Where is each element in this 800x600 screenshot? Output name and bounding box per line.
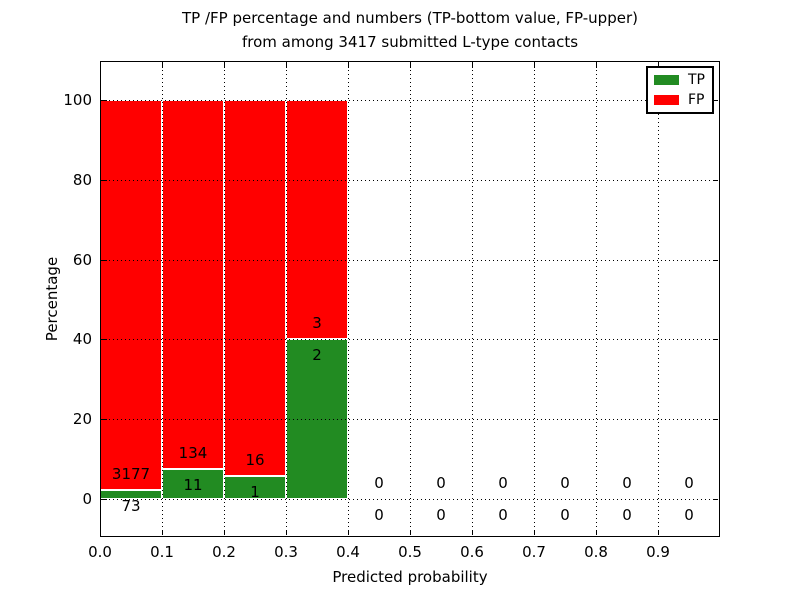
gridline-vertical [348, 62, 349, 536]
x-tick-mark [410, 63, 411, 68]
y-tick-label: 80 [72, 170, 92, 189]
legend-entry-fp: FP [654, 93, 712, 107]
fp-count-label: 0 [498, 474, 508, 492]
legend-entry-tp: TP [654, 73, 712, 87]
legend-label: FP [688, 91, 705, 108]
x-tick-mark [472, 63, 473, 68]
chart-title-line2: from among 3417 submitted L-type contact… [241, 33, 579, 51]
y-tick-label: 40 [72, 330, 92, 349]
tp-legend-swatch [654, 75, 679, 86]
x-tick-label: 0.4 [336, 543, 360, 561]
x-tick-mark [162, 530, 163, 535]
x-tick-label: 0.8 [584, 543, 608, 561]
y-tick-mark [102, 260, 107, 261]
tp-count-label: 0 [684, 506, 694, 524]
y-tick-mark [102, 499, 107, 500]
y-tick-label: 20 [72, 410, 92, 429]
fp-count-label: 16 [245, 450, 265, 469]
x-tick-mark [596, 530, 597, 535]
x-tick-label: 0.3 [274, 543, 298, 561]
fp-count-label: 0 [684, 474, 694, 492]
fp-count-label: 134 [178, 443, 208, 462]
x-tick-label: 0.2 [212, 543, 236, 561]
gridline-vertical [286, 62, 287, 536]
y-tick-mark [713, 419, 718, 420]
x-tick-mark [224, 63, 225, 68]
y-tick-mark [102, 100, 107, 101]
gridline-vertical [162, 62, 163, 536]
y-tick-label: 0 [82, 490, 92, 508]
tp-count-label: 0 [560, 506, 570, 524]
gridline-vertical [658, 62, 659, 536]
y-tick-label: 60 [72, 250, 92, 269]
y-tick-mark [713, 339, 718, 340]
chart-title-line1: TP /FP percentage and numbers (TP-bottom… [182, 9, 638, 27]
fp-bar-segment [162, 100, 224, 469]
x-tick-mark [224, 530, 225, 535]
tp-bar-segment [162, 468, 224, 499]
fp-count-label: 0 [560, 474, 570, 492]
tp-count-label: 0 [498, 506, 508, 524]
fp-count-label: 3177 [111, 465, 151, 484]
y-tick-mark [102, 419, 107, 420]
x-tick-mark [100, 530, 101, 535]
legend-label: TP [688, 72, 705, 89]
x-tick-mark [286, 530, 287, 535]
x-axis-label: Predicted probability [332, 568, 488, 586]
y-tick-mark [713, 499, 718, 500]
x-tick-mark [410, 530, 411, 535]
tp-count-label: 11 [183, 475, 203, 494]
chart-title: TP /FP percentage and numbers (TP-bottom… [100, 6, 720, 54]
x-tick-label: 0.9 [646, 543, 670, 561]
x-tick-mark [534, 63, 535, 68]
tp-count-label: 0 [436, 506, 446, 524]
tp-count-label: 0 [374, 506, 384, 524]
x-tick-mark [162, 63, 163, 68]
tp-count-label: 2 [312, 346, 322, 365]
x-tick-mark [534, 530, 535, 535]
tp-count-label: 1 [250, 482, 260, 501]
fp-count-label: 0 [436, 474, 446, 492]
x-tick-mark [658, 530, 659, 535]
x-tick-mark [596, 63, 597, 68]
x-tick-mark [658, 63, 659, 68]
y-tick-mark [102, 339, 107, 340]
x-tick-label: 0.0 [88, 543, 112, 561]
x-tick-mark [348, 530, 349, 535]
x-tick-mark [348, 63, 349, 68]
y-tick-mark [713, 180, 718, 181]
x-tick-mark [472, 530, 473, 535]
fp-count-label: 3 [312, 314, 322, 333]
x-tick-label: 0.1 [150, 543, 174, 561]
tp-count-label: 0 [622, 506, 632, 524]
y-tick-mark [102, 180, 107, 181]
legend: TP FP [646, 66, 714, 114]
gridline-vertical [472, 62, 473, 536]
x-tick-mark [286, 63, 287, 68]
fp-bar-segment [286, 100, 348, 340]
fp-bar-segment [224, 100, 286, 476]
gridline-vertical [534, 62, 535, 536]
y-tick-mark [713, 100, 718, 101]
fp-count-label: 0 [622, 474, 632, 492]
fp-count-label: 0 [374, 474, 384, 492]
fp-legend-swatch [654, 94, 679, 105]
x-tick-label: 0.6 [460, 543, 484, 561]
y-tick-mark [713, 260, 718, 261]
x-tick-label: 0.7 [522, 543, 546, 561]
gridline-vertical [596, 62, 597, 536]
x-tick-label: 0.5 [398, 543, 422, 561]
y-tick-label: 100 [63, 91, 92, 109]
gridline-vertical [224, 62, 225, 536]
fp-bar-segment [100, 100, 162, 491]
x-tick-mark [100, 63, 101, 68]
tp-count-label: 73 [121, 497, 141, 516]
gridline-vertical [410, 62, 411, 536]
